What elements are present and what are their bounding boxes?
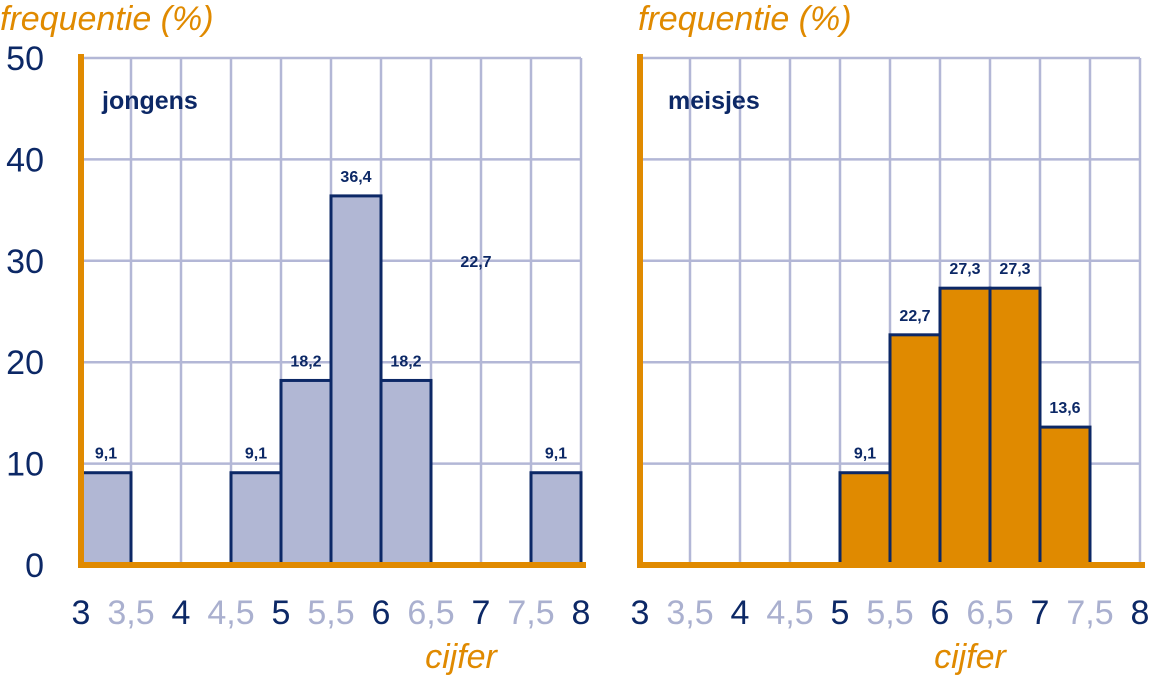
annotation-label: 22,7 bbox=[460, 254, 491, 271]
x-tick-label: 6 bbox=[372, 594, 391, 632]
x-tick-label: 6,5 bbox=[966, 594, 1013, 632]
x-tick-label: 6,5 bbox=[407, 594, 454, 632]
bar bbox=[529, 471, 583, 567]
x-tick-label: 8 bbox=[572, 594, 591, 632]
y-tick-label: 0 bbox=[25, 547, 44, 585]
bars: 9,1 9,1 18,2 36,4 18,2 9,1 bbox=[79, 169, 583, 567]
x-tick-label: 5,5 bbox=[866, 594, 913, 632]
data-label: 18,2 bbox=[290, 353, 321, 370]
x-tick-label: 5 bbox=[272, 594, 291, 632]
x-tick-label: 5 bbox=[831, 594, 850, 632]
x-tick-label: 4 bbox=[731, 594, 750, 632]
data-label: 27,3 bbox=[999, 261, 1030, 278]
y-tick-label: 20 bbox=[6, 344, 44, 382]
bar bbox=[888, 333, 942, 567]
x-tick-label: 4,5 bbox=[766, 594, 813, 632]
group-label: meisjes bbox=[668, 87, 760, 115]
bar bbox=[79, 471, 133, 567]
x-tick-label: 4 bbox=[172, 594, 191, 632]
x-tick-label: 8 bbox=[1131, 594, 1150, 632]
x-tick-label: 3 bbox=[72, 594, 91, 632]
bar bbox=[379, 378, 433, 567]
x-tick-label: 3,5 bbox=[107, 594, 154, 632]
chart-panel-2: 9,1 22,7 27,3 27,3 13,6 3 3,5 4 4,5 5 5,5 6 6,5 7 7,5 8… bbox=[631, 0, 1150, 676]
bar bbox=[279, 378, 333, 567]
bar bbox=[838, 471, 892, 567]
data-label: 27,3 bbox=[949, 261, 980, 278]
bars: 9,1 22,7 27,3 27,3 13,6 bbox=[838, 261, 1092, 567]
x-tick-label: 7,5 bbox=[507, 594, 554, 632]
x-tick-label: 4,5 bbox=[207, 594, 254, 632]
x-tick-label: 7 bbox=[1031, 594, 1050, 632]
y-tick-label: 10 bbox=[6, 446, 44, 484]
data-label: 9,1 bbox=[245, 446, 267, 463]
y-tick-label: 30 bbox=[6, 243, 44, 281]
data-label: 9,1 bbox=[545, 446, 567, 463]
x-axis-title: cijfer bbox=[934, 638, 1007, 676]
y-axis-title: frequentie (%) bbox=[0, 0, 214, 38]
x-tick-label: 3 bbox=[631, 594, 650, 632]
data-label: 9,1 bbox=[854, 446, 876, 463]
bar bbox=[329, 194, 383, 567]
chart-panel-1: 9,1 9,1 18,2 36,4 18,2 9,1 22,7 0 10 20 30 40 50 3 3,5… bbox=[0, 0, 590, 676]
bar bbox=[988, 286, 1042, 567]
group-label: jongens bbox=[101, 87, 198, 115]
x-tick-label: 3,5 bbox=[666, 594, 713, 632]
x-tick-label: 5,5 bbox=[307, 594, 354, 632]
y-tick-label: 50 bbox=[6, 40, 44, 78]
x-tick-label: 7,5 bbox=[1066, 594, 1113, 632]
data-label: 36,4 bbox=[340, 169, 371, 186]
x-axis-title: cijfer bbox=[425, 638, 498, 676]
bar bbox=[938, 286, 992, 567]
x-tick-label: 7 bbox=[472, 594, 491, 632]
data-label: 22,7 bbox=[899, 308, 930, 325]
x-tick-label: 6 bbox=[931, 594, 950, 632]
y-tick-label: 40 bbox=[6, 141, 44, 179]
bar bbox=[1038, 425, 1092, 567]
bar bbox=[229, 471, 283, 567]
y-axis-title: frequentie (%) bbox=[638, 0, 852, 38]
data-label: 9,1 bbox=[95, 446, 117, 463]
data-label: 13,6 bbox=[1049, 400, 1080, 417]
data-label: 18,2 bbox=[390, 353, 421, 370]
